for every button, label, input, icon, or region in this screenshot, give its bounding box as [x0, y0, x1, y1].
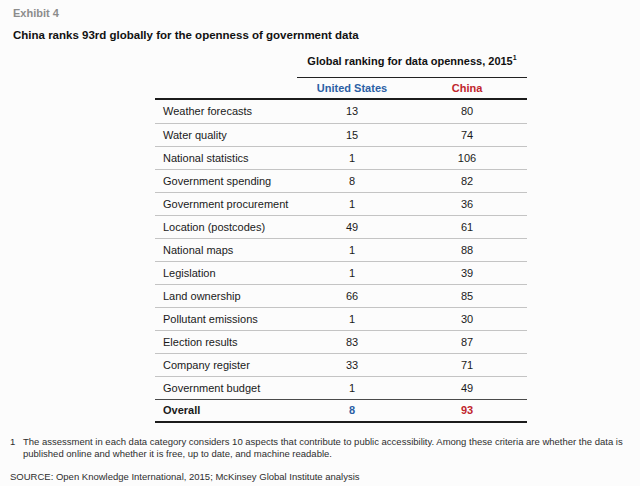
table-row: Government procurement136 [155, 192, 527, 215]
column-header-united-states: United States [297, 82, 407, 94]
row-category: Election results [155, 330, 297, 353]
row-category: Government spending [155, 169, 297, 192]
table-row: Government budget149 [155, 376, 527, 399]
column-header-china: China [407, 82, 527, 94]
table-row-overall: Overall893 [155, 399, 527, 422]
row-value-us: 83 [297, 330, 407, 353]
row-category: Company register [155, 353, 297, 376]
row-value-china: 80 [407, 100, 527, 123]
group-header-text: Global ranking for data openness, 2015 [307, 55, 512, 67]
row-category: National maps [155, 238, 297, 261]
row-value-china: 61 [407, 215, 527, 238]
table-row: Water quality1574 [155, 123, 527, 146]
table-row: Land ownership6685 [155, 284, 527, 307]
footnote-text: The assessment in each data category con… [23, 436, 632, 460]
row-value-us: 1 [297, 376, 407, 399]
row-value-china: 85 [407, 284, 527, 307]
row-value-us: 15 [297, 123, 407, 146]
row-value-china: 88 [407, 238, 527, 261]
table-row: National maps188 [155, 238, 527, 261]
row-value-us: 8 [297, 169, 407, 192]
source-line: SOURCE: Open Knowledge International, 20… [10, 471, 632, 482]
row-value-us: 1 [297, 238, 407, 261]
data-table: Weather forecasts1380Water quality1574Na… [155, 100, 527, 423]
row-value-china: 87 [407, 330, 527, 353]
row-category: Legislation [155, 261, 297, 284]
row-value-china: 39 [407, 261, 527, 284]
row-value-china: 106 [407, 146, 527, 169]
row-category: Water quality [155, 123, 297, 146]
footnote: 1 The assessment in each data category c… [10, 436, 632, 460]
table-row: Legislation139 [155, 261, 527, 284]
exhibit-label: Exhibit 4 [13, 7, 59, 19]
row-value-china: 82 [407, 169, 527, 192]
row-value-china: 30 [407, 307, 527, 330]
row-value-us: 49 [297, 215, 407, 238]
row-value-us: 66 [297, 284, 407, 307]
table-row: Election results8387 [155, 330, 527, 353]
row-category: Land ownership [155, 284, 297, 307]
row-category: Government procurement [155, 192, 297, 215]
table-group-header: Global ranking for data openness, 20151 [297, 55, 527, 78]
row-category: Location (postcodes) [155, 215, 297, 238]
row-value-us: 1 [297, 146, 407, 169]
row-category: Pollutant emissions [155, 307, 297, 330]
row-value-us: 8 [297, 399, 407, 422]
table-row: Weather forecasts1380 [155, 100, 527, 123]
row-value-us: 13 [297, 100, 407, 123]
row-value-china: 93 [407, 399, 527, 422]
table-body: Weather forecasts1380Water quality1574Na… [155, 100, 527, 422]
table-row: Pollutant emissions130 [155, 307, 527, 330]
row-value-us: 1 [297, 307, 407, 330]
row-category: National statistics [155, 146, 297, 169]
row-value-us: 33 [297, 353, 407, 376]
row-value-china: 49 [407, 376, 527, 399]
row-value-china: 36 [407, 192, 527, 215]
row-category: Overall [155, 399, 297, 422]
row-value-us: 1 [297, 192, 407, 215]
row-value-china: 74 [407, 123, 527, 146]
table-row: Company register3371 [155, 353, 527, 376]
row-value-us: 1 [297, 261, 407, 284]
table-row: Location (postcodes)4961 [155, 215, 527, 238]
ranking-table: Global ranking for data openness, 20151 … [155, 55, 527, 423]
row-category: Weather forecasts [155, 100, 297, 123]
row-category: Government budget [155, 376, 297, 399]
row-value-china: 71 [407, 353, 527, 376]
footnote-marker: 1 [513, 54, 517, 61]
table-row: National statistics1106 [155, 146, 527, 169]
footnote-number: 1 [10, 436, 23, 460]
page-title: China ranks 93rd globally for the openne… [13, 29, 359, 41]
column-headers: United States China [155, 78, 527, 100]
table-row: Government spending882 [155, 169, 527, 192]
